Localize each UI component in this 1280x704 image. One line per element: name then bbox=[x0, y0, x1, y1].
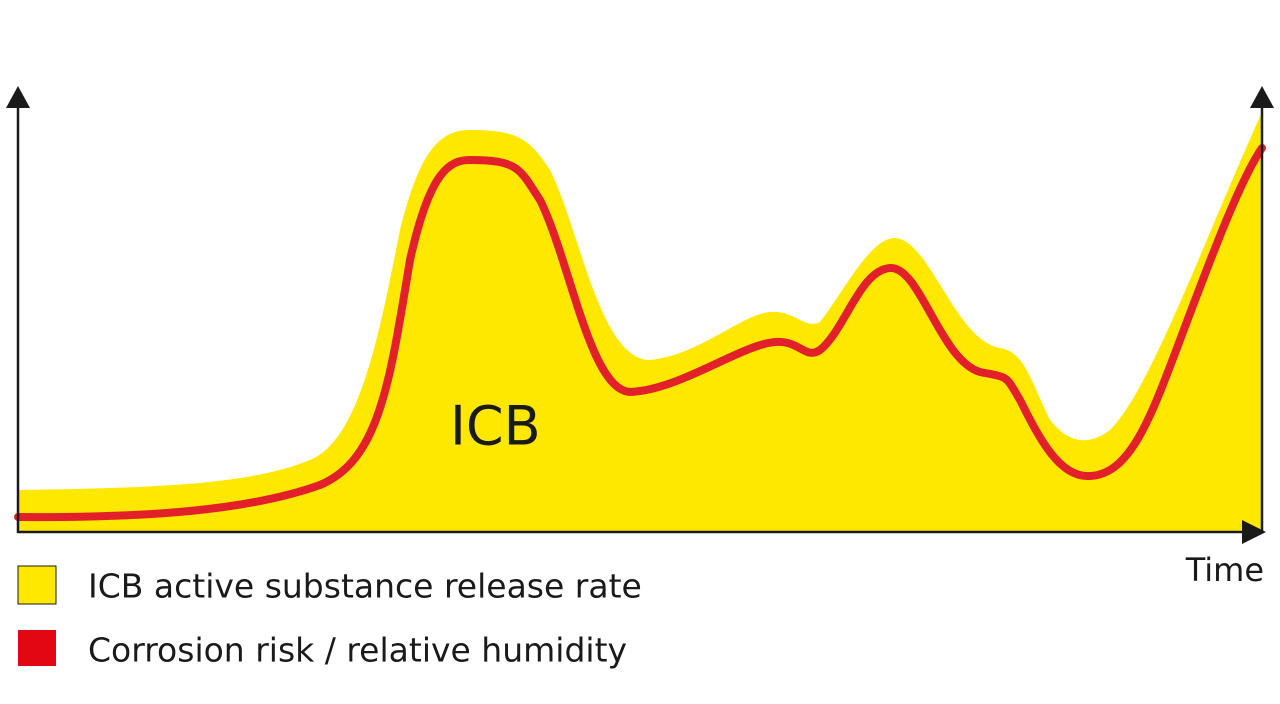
legend-label: Corrosion risk / relative humidity bbox=[88, 631, 627, 670]
arrow-head bbox=[1250, 86, 1274, 108]
area-label: ICB bbox=[450, 395, 541, 458]
release-rate-area bbox=[18, 112, 1262, 532]
axes bbox=[16, 100, 1264, 534]
arrow-head bbox=[1242, 520, 1266, 544]
humidity-line bbox=[14, 144, 1266, 522]
legend-label: ICB active substance release rate bbox=[88, 567, 642, 606]
x-axis-label: Time bbox=[1185, 551, 1264, 589]
arrow-head bbox=[6, 86, 30, 108]
legend-swatch bbox=[17, 565, 57, 605]
legend-swatch bbox=[18, 630, 56, 666]
